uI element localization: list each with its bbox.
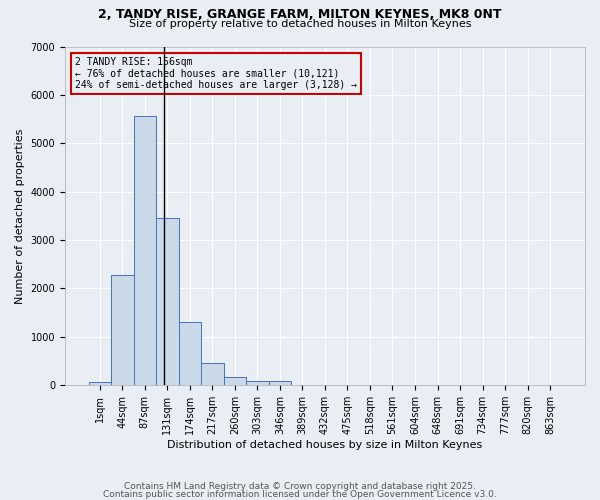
Text: Contains public sector information licensed under the Open Government Licence v3: Contains public sector information licen… [103, 490, 497, 499]
Bar [269, 382, 291, 385]
Bar [156, 218, 179, 385]
Y-axis label: Number of detached properties: Number of detached properties [15, 128, 25, 304]
X-axis label: Distribution of detached houses by size in Milton Keynes: Distribution of detached houses by size … [167, 440, 482, 450]
Text: Contains HM Land Registry data © Crown copyright and database right 2025.: Contains HM Land Registry data © Crown c… [124, 482, 476, 491]
Bar [111, 275, 134, 385]
Text: Size of property relative to detached houses in Milton Keynes: Size of property relative to detached ho… [129, 19, 471, 29]
Bar [134, 116, 156, 385]
Bar [179, 322, 201, 385]
Bar [201, 363, 224, 385]
Bar [224, 378, 246, 385]
Text: 2, TANDY RISE, GRANGE FARM, MILTON KEYNES, MK8 0NT: 2, TANDY RISE, GRANGE FARM, MILTON KEYNE… [98, 8, 502, 20]
Bar [246, 382, 269, 385]
Text: 2 TANDY RISE: 156sqm
← 76% of detached houses are smaller (10,121)
24% of semi-d: 2 TANDY RISE: 156sqm ← 76% of detached h… [76, 56, 358, 90]
Bar [89, 382, 111, 385]
